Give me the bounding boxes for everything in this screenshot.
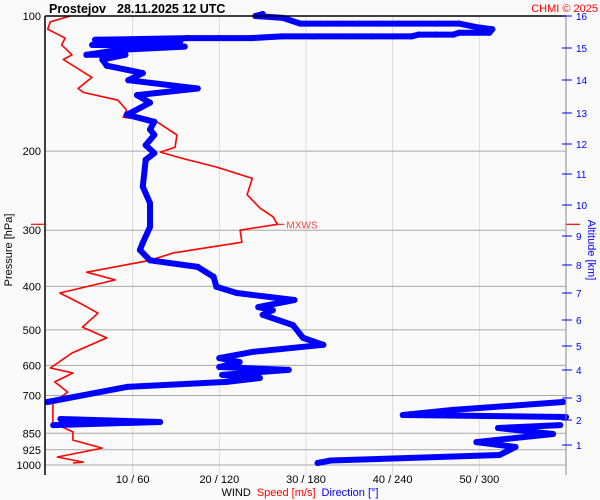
direction-segment <box>123 378 230 390</box>
y-tick-label: 1000 <box>17 460 41 472</box>
y-tick-label: 600 <box>23 360 41 372</box>
altitude-tick-label: 12 <box>576 140 588 151</box>
direction-segment <box>216 348 256 362</box>
y2-axis-label: Altitude [km] <box>585 220 597 281</box>
direction-segment <box>213 283 240 296</box>
altitude-tick-label: 9 <box>576 232 582 243</box>
y-tick-label: 700 <box>23 390 41 402</box>
x-tick-label: 20 / 120 <box>199 474 239 486</box>
direction-segment <box>259 311 296 329</box>
y-tick-label: 200 <box>23 146 41 158</box>
altitude-tick-label: 14 <box>576 76 588 87</box>
direction-segment <box>125 77 201 92</box>
direction-segment <box>194 263 217 280</box>
y-tick-label: 850 <box>23 428 41 440</box>
altitude-tick-label: 5 <box>576 342 582 353</box>
y-tick-label: 300 <box>23 225 41 237</box>
direction-segment <box>123 111 158 125</box>
altitude-tick-label: 13 <box>576 109 588 120</box>
axes: 10 / 60 20 / 120 30 / 180 40 / 240 50 / 300 1… <box>17 11 588 486</box>
x-axis-label: WIND Speed [m/s] Direction [°] <box>221 487 378 499</box>
direction-segment <box>300 334 327 348</box>
direction-segment <box>456 20 481 31</box>
direction-segment <box>216 364 292 373</box>
direction-segment <box>279 14 304 27</box>
direction-segment <box>399 412 569 420</box>
altitude-tick-label: 2 <box>576 416 582 427</box>
altitude-tick-label: 8 <box>576 261 582 272</box>
direction-segment <box>248 33 285 42</box>
y-tick-label: 500 <box>23 325 41 337</box>
altitude-tick-label: 10 <box>576 201 588 212</box>
direction-segment <box>495 422 564 431</box>
y-tick-label: 100 <box>23 11 41 23</box>
direction-segment <box>44 383 130 405</box>
x-label-wind: WIND <box>221 487 250 499</box>
altitude-tick-label: 3 <box>576 394 582 405</box>
altitude-tick-label: 7 <box>576 289 582 300</box>
x-tick-label: 40 / 240 <box>373 474 413 486</box>
direction-segment <box>249 341 327 355</box>
direction-segment <box>399 406 457 418</box>
direction-segment <box>327 452 503 464</box>
speed-line <box>46 15 279 464</box>
direction-segment <box>92 35 191 43</box>
direction-segment <box>233 290 298 303</box>
x-tick-label: 30 / 180 <box>286 474 326 486</box>
x-label-speed: Speed [m/s] <box>257 487 316 499</box>
grid <box>46 16 566 475</box>
direction-segment <box>147 257 201 270</box>
direction-segment <box>139 156 149 190</box>
altitude-tick-label: 15 <box>576 44 588 55</box>
title-datetime: 28.11.2025 12 UTC <box>117 2 225 16</box>
copyright: CHMI © 2025 <box>531 3 598 15</box>
x-label-direction: Direction [°] <box>322 487 379 499</box>
y-axis-label: Pressure [hPa] <box>3 214 15 287</box>
direction-series <box>44 11 569 466</box>
altitude-tick-label: 1 <box>576 441 582 452</box>
direction-segment <box>83 46 123 58</box>
direction-segment <box>450 399 567 413</box>
altitude-tick-label: 11 <box>576 170 587 181</box>
altitude-tick-label: 4 <box>576 366 582 377</box>
speed-series <box>46 15 279 464</box>
direction-segment <box>123 99 153 118</box>
altitude-tick-label: 16 <box>576 12 588 23</box>
y-tick-label: 925 <box>23 445 41 457</box>
altitude-tick-label: 6 <box>576 316 582 327</box>
y-tick-label: 400 <box>23 281 41 293</box>
title-station: Prostejov <box>49 2 106 16</box>
mxws-label: MXWS <box>286 220 317 231</box>
x-tick-label: 50 / 300 <box>459 474 499 486</box>
direction-segment <box>103 62 146 77</box>
direction-segment <box>57 416 164 425</box>
x-tick-label: 10 / 60 <box>116 474 150 486</box>
